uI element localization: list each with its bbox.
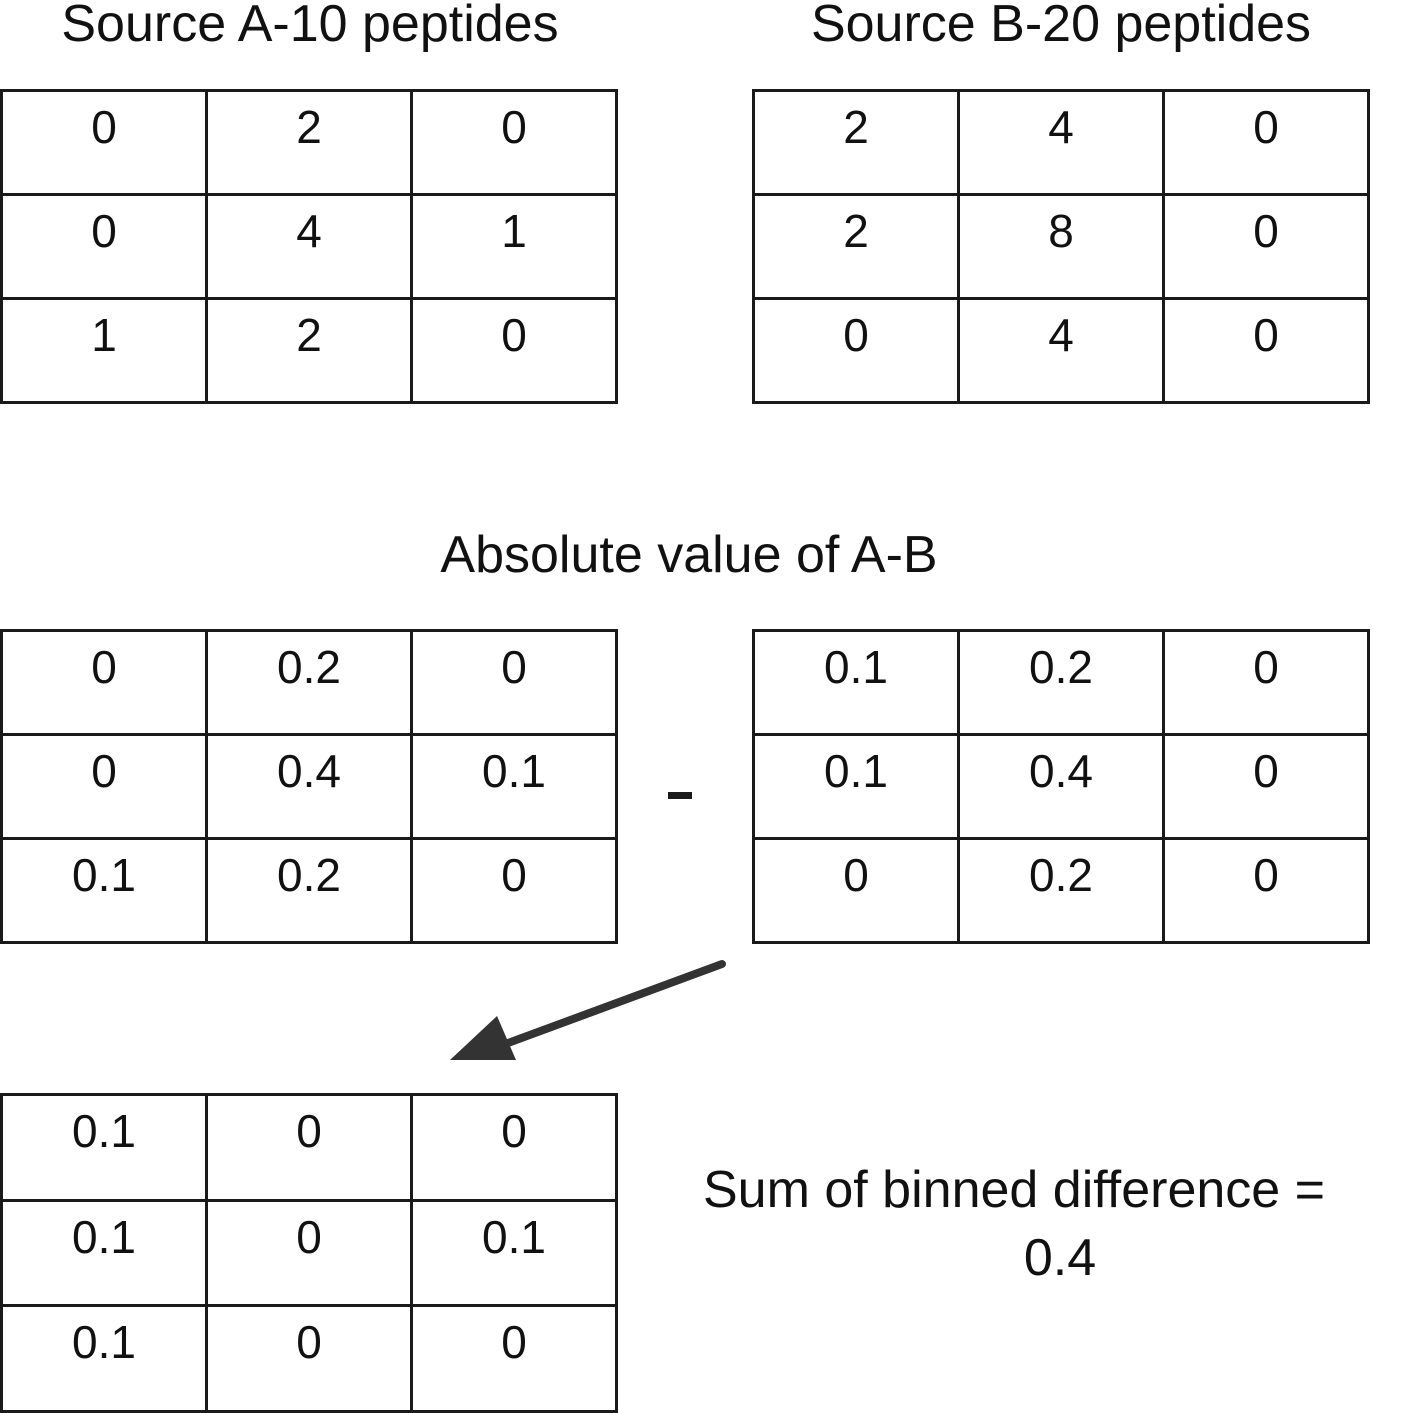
minus-sign bbox=[668, 792, 692, 799]
grid-cell: 2 bbox=[755, 92, 960, 196]
grid-cell: 0 bbox=[413, 92, 618, 196]
grid-cell: 0 bbox=[1165, 736, 1370, 840]
grid-cell: 0.1 bbox=[3, 1096, 208, 1202]
grid-cell: 0 bbox=[755, 840, 960, 944]
grid-cell: 2 bbox=[755, 196, 960, 300]
grid-cell: 1 bbox=[413, 196, 618, 300]
grid-cell: 0.1 bbox=[3, 1307, 208, 1413]
grid-cell: 0.2 bbox=[208, 632, 413, 736]
grid-cell: 0 bbox=[208, 1096, 413, 1202]
grid-cell: 0 bbox=[3, 736, 208, 840]
grid-cell: 0.4 bbox=[960, 736, 1165, 840]
grid-cell: 0 bbox=[3, 92, 208, 196]
grid-cell: 0 bbox=[1165, 300, 1370, 404]
grid-cell: 0.4 bbox=[208, 736, 413, 840]
grid-cell: 0 bbox=[413, 1307, 618, 1413]
source-b-grid: 2 4 0 2 8 0 0 4 0 bbox=[752, 89, 1370, 404]
grid-cell: 0.1 bbox=[755, 736, 960, 840]
grid-cell: 4 bbox=[960, 92, 1165, 196]
grid-cell: 0.1 bbox=[3, 1201, 208, 1308]
source-a-grid: 0 2 0 0 4 1 1 2 0 bbox=[0, 89, 618, 404]
difference-grid: 0.1 0 0 0.1 0 0.1 0.1 0 0 bbox=[0, 1093, 618, 1413]
grid-cell: 0 bbox=[413, 632, 618, 736]
grid-cell: 0 bbox=[1165, 840, 1370, 944]
grid-cell: 0 bbox=[1165, 92, 1370, 196]
grid-cell: 1 bbox=[3, 300, 208, 404]
grid-cell: 8 bbox=[960, 196, 1165, 300]
absolute-value-title: Absolute value of A-B bbox=[440, 526, 938, 584]
sum-label: Sum of binned difference = bbox=[703, 1161, 1326, 1219]
grid-cell: 2 bbox=[208, 300, 413, 404]
grid-cell: 0 bbox=[413, 840, 618, 944]
grid-cell: 0 bbox=[208, 1307, 413, 1413]
grid-cell: 0 bbox=[413, 300, 618, 404]
grid-cell: 2 bbox=[208, 92, 413, 196]
grid-cell: 0.2 bbox=[208, 840, 413, 944]
grid-cell: 0.1 bbox=[755, 632, 960, 736]
source-b-title: Source B-20 peptides bbox=[810, 0, 1312, 53]
source-b-normalized-grid: 0.1 0.2 0 0.1 0.4 0 0 0.2 0 bbox=[752, 629, 1370, 944]
grid-cell: 0.2 bbox=[960, 632, 1165, 736]
sum-value: 0.4 bbox=[1023, 1229, 1097, 1287]
grid-cell: 0.1 bbox=[413, 736, 618, 840]
grid-cell: 0 bbox=[755, 300, 960, 404]
grid-cell: 0.2 bbox=[960, 840, 1165, 944]
grid-cell: 0.1 bbox=[413, 1201, 618, 1308]
grid-cell: 0 bbox=[413, 1096, 618, 1202]
source-a-title: Source A-10 peptides bbox=[61, 0, 559, 53]
grid-cell: 0 bbox=[1165, 632, 1370, 736]
source-a-normalized-grid: 0 0.2 0 0 0.4 0.1 0.1 0.2 0 bbox=[0, 629, 618, 944]
grid-cell: 0 bbox=[208, 1201, 413, 1308]
grid-cell: 4 bbox=[960, 300, 1165, 404]
grid-cell: 0 bbox=[1165, 196, 1370, 300]
grid-cell: 0 bbox=[3, 196, 208, 300]
grid-cell: 4 bbox=[208, 196, 413, 300]
grid-cell: 0 bbox=[3, 632, 208, 736]
grid-cell: 0.1 bbox=[3, 840, 208, 944]
